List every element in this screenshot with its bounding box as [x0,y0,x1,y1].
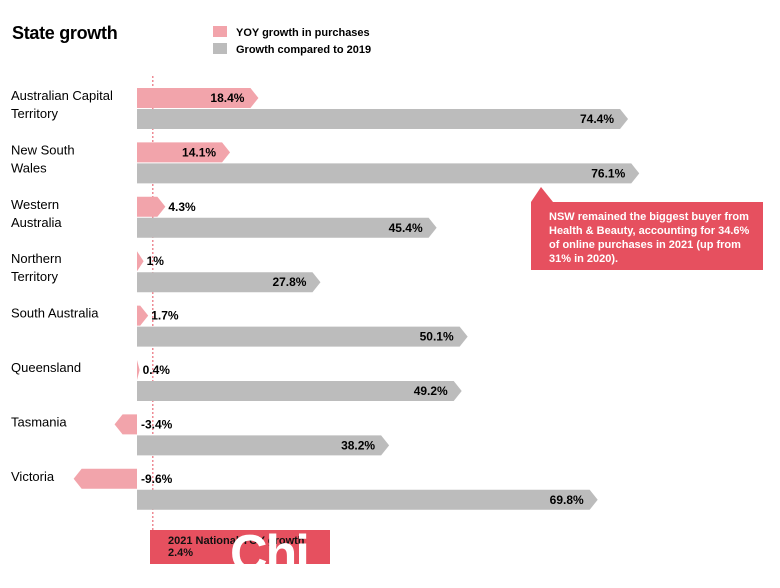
bar-growth-vs-2019 [137,435,390,456]
state-label: Territory [11,106,58,121]
bars-group: Australian Capital Territory 18.4% 74.4% New… [11,88,640,510]
state-label: New South [11,142,75,157]
bar-2019-value-label: 74.4% [580,112,614,126]
state-label: South Australia [11,306,99,321]
legend-label-2019: Growth compared to 2019 [236,44,371,56]
state-label: Western [11,197,59,212]
bar-2019-value-label: 50.1% [420,330,454,344]
state-label: Territory [11,269,58,284]
bar-growth-vs-2019 [137,489,598,510]
bar-growth-vs-2019 [137,217,437,238]
state-label: Wales [11,160,47,175]
watermark-logo: Chi [230,525,310,583]
annotation-pointer [531,187,553,202]
bar-yoy-value-label: 14.1% [182,145,216,159]
bar-yoy-growth [137,251,144,272]
bar-yoy-growth [137,360,140,380]
national-growth-label: 2021 National YOY growth 2.4% [150,530,330,564]
bar-yoy-growth [137,142,231,163]
state-label: Tasmania [11,414,67,429]
bar-yoy-value-label: 1% [147,254,165,268]
bar-2019-value-label: 38.2% [341,438,375,452]
legend: YOY growth in purchases Growth compared … [213,26,371,56]
bar-yoy-value-label: 1.7% [151,309,179,323]
bar-yoy-growth [137,305,149,326]
bar-2019-value-label: 45.4% [389,221,423,235]
state-label: Northern [11,251,62,266]
bar-yoy-value-label: 18.4% [210,91,244,105]
legend-swatch-2019 [213,43,227,54]
national-growth-value: 2.4% [168,547,194,559]
bar-yoy-growth [73,468,137,489]
chart-title: State growth [12,23,117,43]
bar-yoy-growth [137,196,166,217]
bar-growth-vs-2019 [137,109,629,129]
legend-label-yoy: YOY growth in purchases [236,27,370,39]
bar-growth-vs-2019 [137,272,321,293]
bar-yoy-value-label: -9.6% [141,472,173,486]
bar-2019-value-label: 69.8% [550,493,584,507]
bar-yoy-growth [137,88,259,108]
bar-yoy-value-label: -3.4% [141,417,173,431]
state-label: Queensland [11,360,81,375]
national-growth-label-text: 2021 National YOY growth [168,535,305,547]
nsw-annotation-box: NSW remained the biggest buyer from Heal… [531,202,763,270]
bar-growth-vs-2019 [137,163,640,184]
bar-growth-vs-2019 [137,326,468,347]
bar-yoy-value-label: 0.4% [143,363,171,377]
state-label: Victoria [11,469,55,484]
bar-yoy-growth [114,414,137,435]
state-label: Australia [11,215,62,230]
state-label: Australian Capital [11,88,113,103]
bar-growth-vs-2019 [137,381,462,401]
bar-2019-value-label: 49.2% [414,384,448,398]
bar-yoy-value-label: 4.3% [168,200,196,214]
bar-2019-value-label: 27.8% [272,275,306,289]
legend-swatch-yoy [213,26,227,37]
bar-2019-value-label: 76.1% [591,166,625,180]
